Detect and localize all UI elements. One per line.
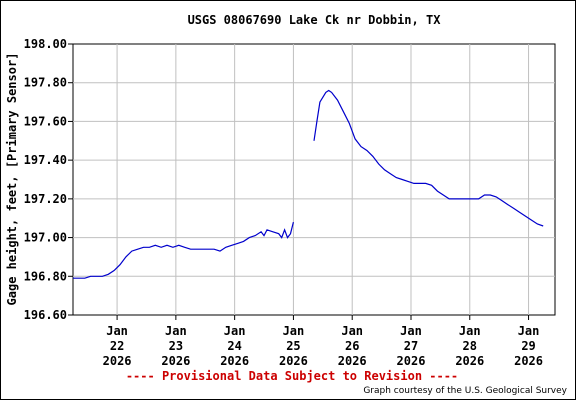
x-tick-label: Jan 25 2026	[279, 324, 308, 368]
grid-layer	[73, 44, 555, 315]
x-tick-label-line: 2026	[455, 354, 484, 368]
x-tick-label-line: 2026	[514, 354, 543, 368]
plot-area	[72, 43, 556, 316]
y-tick-label: 197.00	[24, 231, 67, 245]
x-tick-label: Jan 26 2026	[338, 324, 367, 368]
y-tick-label: 197.60	[24, 114, 67, 128]
x-tick-label-line: Jan	[341, 324, 363, 338]
x-tick-label-line: 25	[286, 339, 300, 353]
x-tick-label: Jan 29 2026	[514, 324, 543, 368]
y-tick-label: 197.80	[24, 76, 67, 90]
y-axis-label: Gage height, feet, [Primary Sensor]	[5, 53, 19, 306]
x-tick-label: Jan 23 2026	[161, 324, 190, 368]
x-tick-label: Jan 22 2026	[103, 324, 132, 368]
gage-height-line	[73, 221, 294, 279]
x-tick-label-line: 2026	[338, 354, 367, 368]
x-tick-label-line: Jan	[400, 324, 422, 338]
x-tick-label-line: Jan	[459, 324, 481, 338]
gage-height-line	[313, 89, 544, 227]
usgs-credit: Graph courtesy of the U.S. Geological Su…	[363, 386, 567, 396]
x-tick-label: Jan 28 2026	[455, 324, 484, 368]
x-tick-label-line: 2026	[103, 354, 132, 368]
y-tick-label: 196.60	[24, 308, 67, 322]
x-tick-label-line: Jan	[518, 324, 540, 338]
x-tick-label-line: 22	[110, 339, 124, 353]
x-tick-label-line: 2026	[279, 354, 308, 368]
x-tick-label-line: 27	[404, 339, 418, 353]
x-tick-label: Jan 27 2026	[397, 324, 426, 368]
x-tick-label-line: 2026	[161, 354, 190, 368]
x-tick-label-line: 24	[227, 339, 241, 353]
y-tick-label: 197.40	[24, 153, 67, 167]
x-tick-label-line: Jan	[224, 324, 246, 338]
x-tick-label-line: 2026	[220, 354, 249, 368]
x-tick-label-line: 23	[169, 339, 183, 353]
x-tick-label-line: 29	[521, 339, 535, 353]
y-tick-label: 198.00	[24, 37, 67, 51]
x-tick-label-line: 2026	[397, 354, 426, 368]
x-tick-label-line: Jan	[165, 324, 187, 338]
x-tick-label: Jan 24 2026	[220, 324, 249, 368]
tick-layer: 196.60 196.80 197.00 197.20 197.40 197.60 197.…	[24, 37, 543, 368]
y-tick-label: 196.80	[24, 269, 67, 283]
x-tick-label-line: Jan	[283, 324, 305, 338]
y-tick-label: 197.20	[24, 192, 67, 206]
provisional-notice: ---- Provisional Data Subject to Revisio…	[126, 369, 458, 383]
x-tick-label-line: 28	[463, 339, 477, 353]
x-tick-label-line: Jan	[106, 324, 128, 338]
x-tick-label-line: 26	[345, 339, 359, 353]
chart-title: USGS 08067690 Lake Ck nr Dobbin, TX	[188, 13, 442, 27]
series-layer	[73, 89, 544, 279]
